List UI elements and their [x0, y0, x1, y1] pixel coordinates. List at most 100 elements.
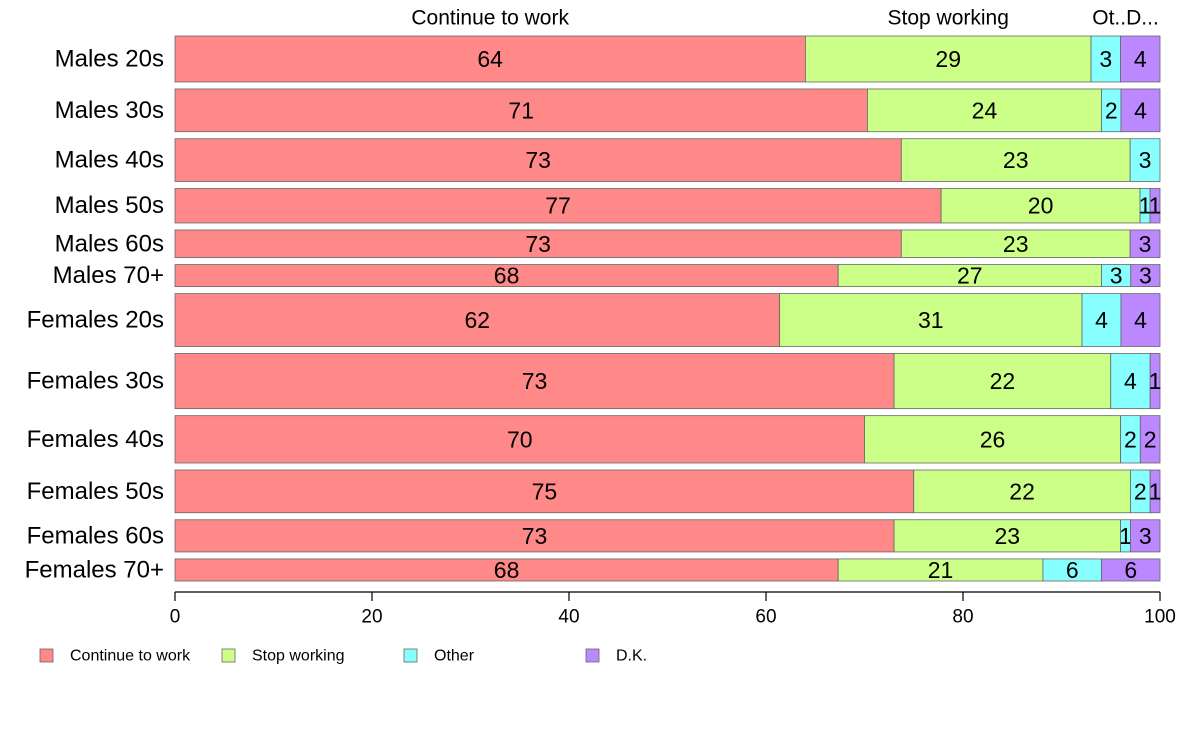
bar-value-label: 29	[935, 46, 961, 72]
bar-value-label: 1	[1149, 193, 1162, 219]
bar-value-label: 1	[1139, 193, 1152, 219]
legend-swatch	[585, 648, 600, 663]
bar-value-label: 6	[1066, 557, 1079, 583]
bar-value-label: 26	[980, 426, 1006, 452]
bar-segment	[893, 353, 1112, 410]
x-tick-label: 20	[361, 607, 382, 628]
bar-value-label: 27	[957, 263, 983, 289]
bar-value-label: 75	[532, 478, 558, 504]
bar-value-label: 2	[1134, 478, 1147, 504]
bar-segment	[1090, 35, 1122, 83]
bar-segment	[1129, 229, 1161, 258]
category-label: Females 70+	[25, 556, 164, 583]
bar-value-label: 2	[1124, 426, 1137, 452]
bar-segment	[900, 138, 1131, 182]
bar-value-label: 4	[1134, 46, 1147, 72]
bar-value-label: 22	[1009, 478, 1035, 504]
category-label: Males 70+	[53, 262, 164, 289]
bar-segment	[1120, 35, 1161, 83]
legend-label: Stop working	[252, 648, 345, 665]
bar-value-label: 21	[928, 557, 954, 583]
bar-segment	[867, 88, 1102, 133]
bar-value-label: 1	[1119, 523, 1132, 549]
bar-segment	[1130, 264, 1161, 288]
bar-segment	[174, 88, 868, 133]
bar-segment	[1101, 558, 1161, 582]
bar-value-label: 70	[507, 426, 533, 452]
bar-value-label: 68	[494, 263, 520, 289]
category-label: Females 60s	[27, 522, 164, 549]
bar-segment	[174, 188, 942, 224]
bar-value-label: 73	[522, 368, 548, 394]
bar-value-label: 4	[1124, 368, 1137, 394]
bar-segment	[1149, 469, 1161, 514]
category-label: Females 40s	[27, 426, 164, 453]
bar-value-label: 68	[494, 557, 520, 583]
bar-value-label: 64	[477, 46, 503, 72]
bar-value-label: 3	[1110, 263, 1123, 289]
bar-value-label: 3	[1099, 46, 1112, 72]
bar-segment	[1130, 519, 1161, 553]
bar-segment	[940, 188, 1141, 224]
bar-value-label: 22	[990, 368, 1016, 394]
bar-value-label: 4	[1134, 307, 1147, 333]
bar-value-label: 2	[1105, 97, 1118, 123]
category-label: Males 20s	[55, 45, 164, 72]
bar-segment	[1110, 353, 1151, 410]
bar-segment	[1120, 293, 1161, 347]
bar-segment	[864, 415, 1122, 464]
bar-value-label: 20	[1028, 193, 1054, 219]
bar-value-label: 73	[525, 147, 551, 173]
bar-value-label: 4	[1095, 307, 1108, 333]
bar-segment	[1149, 353, 1161, 410]
x-tick-label: 40	[558, 607, 579, 628]
category-label: Females 30s	[27, 368, 164, 395]
bar-value-label: 3	[1139, 523, 1152, 549]
category-label: Males 30s	[55, 97, 164, 124]
x-tick-label: 60	[755, 607, 776, 628]
bar-segment	[900, 229, 1131, 258]
bar-value-label: 24	[972, 97, 998, 123]
bar-value-label: 3	[1139, 263, 1152, 289]
bar-value-label: 77	[545, 193, 571, 219]
bar-value-label: 71	[508, 97, 534, 123]
bar-segment	[174, 469, 915, 514]
category-label: Females 50s	[27, 478, 164, 505]
bar-value-label: 23	[995, 523, 1021, 549]
bar-segment	[805, 35, 1092, 83]
bar-segment	[1081, 293, 1122, 347]
segment-header: Ot..D...	[1092, 7, 1159, 30]
bar-segment	[1120, 88, 1161, 133]
x-tick-label: 80	[952, 607, 973, 628]
x-tick-label: 100	[1144, 607, 1176, 628]
legend-label: D.K.	[616, 648, 647, 665]
segment-header: Stop working	[888, 7, 1009, 30]
bar-segment	[779, 293, 1083, 347]
bar-segment	[1129, 138, 1161, 182]
bar-value-label: 6	[1124, 557, 1137, 583]
legend-swatch	[39, 648, 54, 663]
legend-label: Continue to work	[70, 648, 191, 665]
bar-value-label: 1	[1149, 368, 1162, 394]
segment-header: Continue to work	[411, 7, 569, 30]
bar-segment	[1139, 415, 1161, 464]
bar-segment	[174, 138, 902, 182]
legend-swatch	[221, 648, 236, 663]
bar-value-label: 4	[1134, 97, 1147, 123]
bar-segment	[174, 293, 781, 347]
legend-label: Other	[434, 648, 475, 665]
bar-value-label: 23	[1003, 147, 1029, 173]
bar-value-label: 3	[1139, 231, 1152, 257]
category-label: Males 60s	[55, 230, 164, 257]
bar-segment	[893, 519, 1121, 553]
bar-value-label: 3	[1139, 147, 1152, 173]
bar-segment	[174, 35, 806, 83]
bar-value-label: 31	[918, 307, 944, 333]
bar-value-label: 23	[1003, 231, 1029, 257]
bar-segment	[174, 353, 895, 410]
bar-value-label: 2	[1144, 426, 1157, 452]
bar-value-label: 73	[525, 231, 551, 257]
legend-swatch	[403, 648, 418, 663]
category-label: Males 50s	[55, 192, 164, 219]
